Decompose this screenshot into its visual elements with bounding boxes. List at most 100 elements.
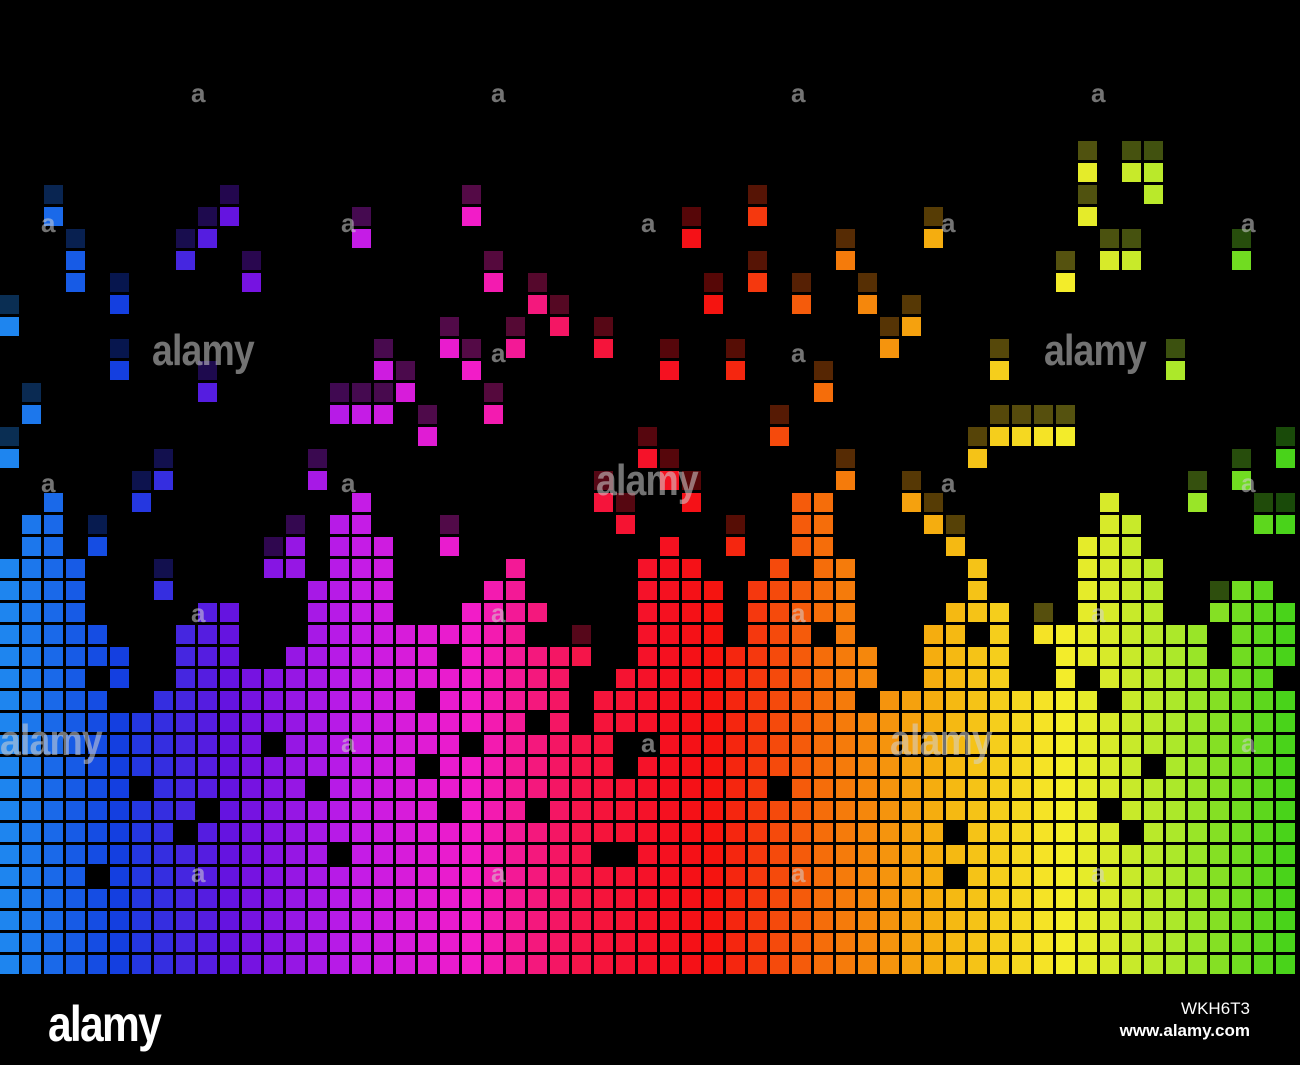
equalizer-block xyxy=(704,867,723,886)
equalizer-block xyxy=(968,603,987,622)
equalizer-block xyxy=(968,845,987,864)
equalizer-peak-glow xyxy=(902,471,921,490)
equalizer-block xyxy=(0,757,19,776)
equalizer-block xyxy=(1232,647,1251,666)
equalizer-block xyxy=(792,669,811,688)
equalizer-block xyxy=(660,757,679,776)
equalizer-peak-block xyxy=(682,493,701,512)
equalizer-block xyxy=(1144,867,1163,886)
equalizer-block xyxy=(66,625,85,644)
equalizer-block xyxy=(352,669,371,688)
equalizer-block xyxy=(1232,955,1251,974)
equalizer-peak-glow xyxy=(1144,141,1163,160)
equalizer-block xyxy=(1144,779,1163,798)
equalizer-block xyxy=(440,955,459,974)
equalizer-blocks xyxy=(0,141,1295,974)
equalizer-block xyxy=(352,559,371,578)
equalizer-peak-glow xyxy=(1232,229,1251,248)
equalizer-block xyxy=(880,955,899,974)
equalizer-block xyxy=(352,581,371,600)
equalizer-block xyxy=(660,823,679,842)
equalizer-block xyxy=(154,691,173,710)
equalizer-block xyxy=(770,801,789,820)
equalizer-block xyxy=(1254,713,1273,732)
equalizer-block xyxy=(748,647,767,666)
equalizer-block xyxy=(44,933,63,952)
equalizer-peak-block xyxy=(462,207,481,226)
equalizer-block xyxy=(946,933,965,952)
equalizer-block xyxy=(638,581,657,600)
equalizer-block xyxy=(0,603,19,622)
equalizer-block xyxy=(968,955,987,974)
equalizer-block xyxy=(506,955,525,974)
equalizer-block xyxy=(990,647,1009,666)
equalizer-block xyxy=(1100,911,1119,930)
equalizer-block xyxy=(352,735,371,754)
equalizer-block xyxy=(330,713,349,732)
equalizer-peak-glow xyxy=(682,471,701,490)
equalizer-block xyxy=(880,889,899,908)
equalizer-peak-glow xyxy=(1078,185,1097,204)
equalizer-block xyxy=(748,911,767,930)
equalizer-peak-glow xyxy=(770,405,789,424)
equalizer-block xyxy=(836,669,855,688)
equalizer-block xyxy=(836,581,855,600)
equalizer-block xyxy=(880,735,899,754)
equalizer-block xyxy=(1166,845,1185,864)
equalizer-block xyxy=(1166,625,1185,644)
equalizer-block xyxy=(616,713,635,732)
equalizer-block xyxy=(22,603,41,622)
equalizer-block xyxy=(1254,669,1273,688)
equalizer-block xyxy=(924,845,943,864)
equalizer-peak-glow xyxy=(990,339,1009,358)
equalizer-block xyxy=(572,889,591,908)
equalizer-block xyxy=(1166,911,1185,930)
equalizer-block xyxy=(330,823,349,842)
equalizer-block xyxy=(462,691,481,710)
watermark: alamy xyxy=(890,716,993,765)
equalizer-block xyxy=(902,933,921,952)
equalizer-block xyxy=(352,779,371,798)
equalizer-peak-glow xyxy=(374,383,393,402)
equalizer-block xyxy=(990,911,1009,930)
equalizer-block xyxy=(1232,581,1251,600)
equalizer-block xyxy=(726,647,745,666)
equalizer-block xyxy=(330,647,349,666)
equalizer-block xyxy=(902,691,921,710)
equalizer-block xyxy=(594,933,613,952)
equalizer-block xyxy=(1122,801,1141,820)
equalizer-peak-block xyxy=(1078,163,1097,182)
equalizer-block xyxy=(198,911,217,930)
equalizer-block xyxy=(1210,867,1229,886)
equalizer-block xyxy=(176,757,195,776)
equalizer-block xyxy=(660,581,679,600)
equalizer-peak-glow xyxy=(528,273,547,292)
equalizer-peak-glow xyxy=(308,449,327,468)
equalizer-block xyxy=(836,735,855,754)
equalizer-block xyxy=(484,823,503,842)
equalizer-block xyxy=(770,823,789,842)
equalizer-block xyxy=(220,735,239,754)
equalizer-block xyxy=(946,845,965,864)
equalizer-block xyxy=(352,823,371,842)
equalizer-block xyxy=(1276,647,1295,666)
equalizer-block xyxy=(22,757,41,776)
equalizer-block xyxy=(132,757,151,776)
equalizer-peak-block xyxy=(1166,361,1185,380)
equalizer-block xyxy=(1144,889,1163,908)
equalizer-block xyxy=(660,911,679,930)
equalizer-block xyxy=(308,713,327,732)
equalizer-block xyxy=(330,669,349,688)
equalizer-block xyxy=(1034,845,1053,864)
equalizer-block xyxy=(1100,515,1119,534)
equalizer-block xyxy=(1144,647,1163,666)
equalizer-block xyxy=(550,823,569,842)
equalizer-block xyxy=(154,867,173,886)
equalizer-block xyxy=(308,889,327,908)
equalizer-block xyxy=(264,713,283,732)
equalizer-block xyxy=(1276,823,1295,842)
equalizer-block xyxy=(528,757,547,776)
equalizer-block xyxy=(726,955,745,974)
equalizer-block xyxy=(528,823,547,842)
equalizer-block xyxy=(990,735,1009,754)
